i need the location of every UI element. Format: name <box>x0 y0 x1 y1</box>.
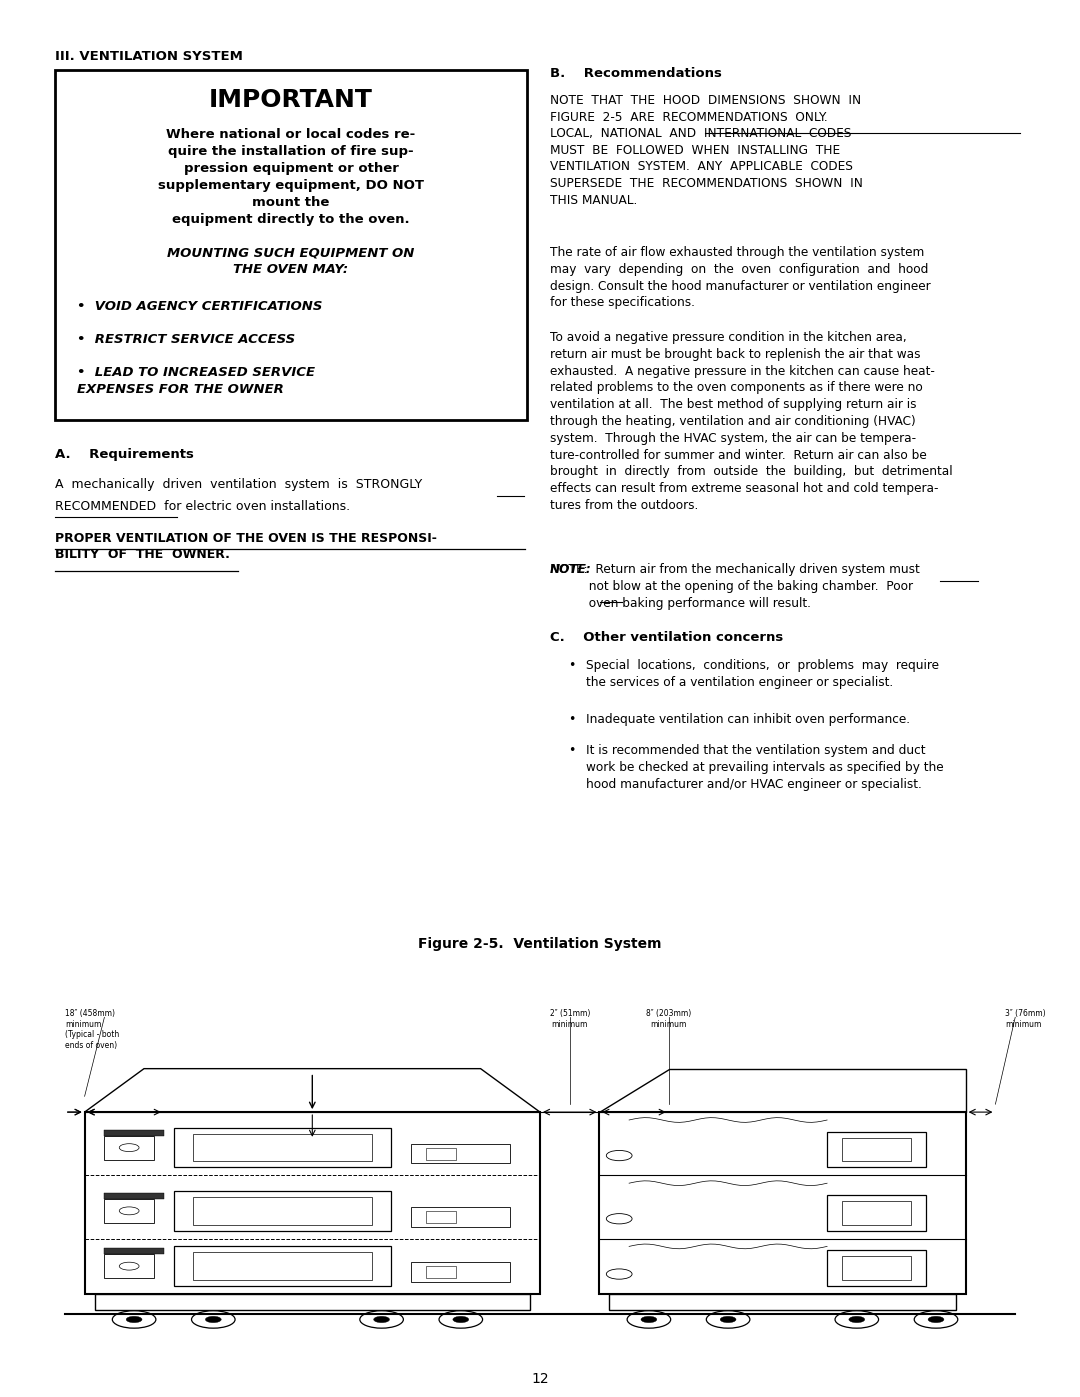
Circle shape <box>438 1310 483 1329</box>
Bar <box>411 1207 510 1227</box>
Text: III. VENTILATION SYSTEM: III. VENTILATION SYSTEM <box>55 50 243 63</box>
Circle shape <box>360 1310 403 1329</box>
Circle shape <box>205 1316 221 1323</box>
Circle shape <box>191 1310 235 1329</box>
Text: IMPORTANT: IMPORTANT <box>210 88 373 112</box>
Text: B.    Recommendations: B. Recommendations <box>550 67 721 80</box>
Bar <box>193 1134 372 1161</box>
Text: It is recommended that the ventilation system and duct
work be checked at prevai: It is recommended that the ventilation s… <box>586 745 944 791</box>
Text: Figure 2-5.  Ventilation System: Figure 2-5. Ventilation System <box>418 937 662 951</box>
Bar <box>105 1199 154 1222</box>
Text: Inadequate ventilation can inhibit oven performance.: Inadequate ventilation can inhibit oven … <box>586 712 910 725</box>
Text: •  VOID AGENCY CERTIFICATIONS: • VOID AGENCY CERTIFICATIONS <box>77 300 322 313</box>
Bar <box>599 1112 966 1294</box>
Bar <box>827 1194 926 1231</box>
Bar <box>174 1192 391 1231</box>
Circle shape <box>374 1316 390 1323</box>
Bar <box>427 1148 456 1160</box>
Circle shape <box>627 1310 671 1329</box>
Text: 2″ (51mm)
minimum: 2″ (51mm) minimum <box>550 1010 590 1028</box>
Text: •  LEAD TO INCREASED SERVICE
EXPENSES FOR THE OWNER: • LEAD TO INCREASED SERVICE EXPENSES FOR… <box>77 366 315 395</box>
Bar <box>174 1127 391 1168</box>
Text: Special  locations,  conditions,  or  problems  may  require
the services of a v: Special locations, conditions, or proble… <box>586 659 939 689</box>
Circle shape <box>640 1316 657 1323</box>
Polygon shape <box>599 1069 966 1112</box>
Text: •: • <box>568 659 576 672</box>
Circle shape <box>835 1310 879 1329</box>
Text: C.    Other ventilation concerns: C. Other ventilation concerns <box>550 631 783 644</box>
Circle shape <box>928 1316 944 1323</box>
Bar <box>827 1132 926 1168</box>
Bar <box>105 1130 164 1136</box>
Text: A  mechanically  driven  ventilation  system  is  STRONGLY: A mechanically driven ventilation system… <box>55 478 422 490</box>
Text: NOTE  THAT  THE  HOOD  DIMENSIONS  SHOWN  IN
FIGURE  2-5  ARE  RECOMMENDATIONS  : NOTE THAT THE HOOD DIMENSIONS SHOWN IN F… <box>550 94 863 207</box>
Text: 8″ (203mm)
minimum: 8″ (203mm) minimum <box>646 1010 691 1028</box>
Bar <box>827 1250 926 1285</box>
Circle shape <box>706 1310 750 1329</box>
Bar <box>193 1252 372 1280</box>
Circle shape <box>914 1310 958 1329</box>
Text: PROPER VENTILATION OF THE OVEN IS THE RESPONSI-
BILITY  OF  THE  OWNER.: PROPER VENTILATION OF THE OVEN IS THE RE… <box>55 531 437 562</box>
Text: MOUNTING SUCH EQUIPMENT ON
THE OVEN MAY:: MOUNTING SUCH EQUIPMENT ON THE OVEN MAY: <box>167 246 415 277</box>
Bar <box>84 1112 540 1294</box>
Bar <box>427 1266 456 1278</box>
Text: 3″ (76mm)
minimum: 3″ (76mm) minimum <box>1005 1010 1045 1028</box>
Bar <box>609 1294 956 1309</box>
Text: •  RESTRICT SERVICE ACCESS: • RESTRICT SERVICE ACCESS <box>77 332 295 346</box>
Text: NOTE:: NOTE: <box>550 563 592 576</box>
Text: •: • <box>568 712 576 725</box>
Bar <box>55 70 527 420</box>
Bar <box>842 1201 912 1225</box>
Bar <box>411 1144 510 1164</box>
Bar <box>105 1255 154 1278</box>
Text: •: • <box>568 745 576 757</box>
Bar <box>427 1211 456 1222</box>
Bar <box>105 1136 154 1160</box>
Text: The rate of air flow exhausted through the ventilation system
may  vary  dependi: The rate of air flow exhausted through t… <box>550 246 931 309</box>
Circle shape <box>720 1316 735 1323</box>
Bar <box>193 1197 372 1225</box>
Circle shape <box>126 1316 141 1323</box>
Bar <box>411 1263 510 1282</box>
Circle shape <box>112 1310 156 1329</box>
Bar <box>95 1294 530 1309</box>
Bar <box>174 1246 391 1285</box>
Bar <box>105 1193 164 1199</box>
Text: 12: 12 <box>531 1372 549 1386</box>
Bar <box>105 1249 164 1255</box>
Circle shape <box>849 1316 865 1323</box>
Text: Where national or local codes re-
quire the installation of fire sup-
pression e: Where national or local codes re- quire … <box>158 129 424 226</box>
Text: RECOMMENDED  for electric oven installations.: RECOMMENDED for electric oven installati… <box>55 500 350 513</box>
Text: A.    Requirements: A. Requirements <box>55 448 194 461</box>
Text: 18″ (458mm)
minimum
(Typical - both
ends of oven): 18″ (458mm) minimum (Typical - both ends… <box>65 1010 119 1049</box>
Bar <box>842 1256 912 1280</box>
Polygon shape <box>84 1069 540 1112</box>
Text: To avoid a negative pressure condition in the kitchen area,
return air must be b: To avoid a negative pressure condition i… <box>550 331 953 511</box>
Circle shape <box>453 1316 469 1323</box>
Bar <box>842 1137 912 1161</box>
Text: NOTE:  Return air from the mechanically driven system must
          not blow at: NOTE: Return air from the mechanically d… <box>550 563 920 609</box>
